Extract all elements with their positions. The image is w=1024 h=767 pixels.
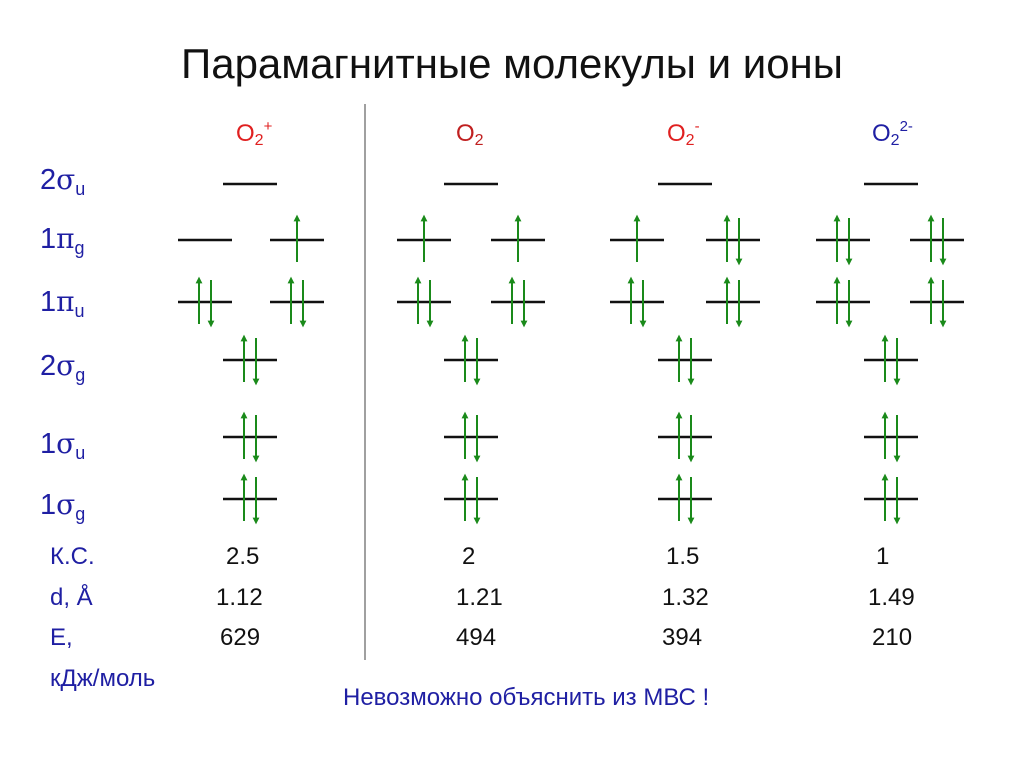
species-header-o2-anion: O2- <box>667 118 700 149</box>
orbital-label-1sigma-u: 1σu <box>40 427 86 463</box>
energy-value: 210 <box>872 624 913 651</box>
bond-order-value: 1 <box>876 543 890 570</box>
bond-order-value: 1.5 <box>666 543 700 570</box>
distance-label: d, Å <box>50 584 93 611</box>
bond-order-value: 2 <box>462 543 476 570</box>
orbital-label-2sigma-g: 2σg <box>40 349 86 385</box>
orbital-label-1pi-g: 1πg <box>40 222 85 258</box>
distance-value: 1.12 <box>216 584 263 611</box>
orbital-label-2sigma-u: 2σu <box>40 163 86 199</box>
bond-order-label: К.С. <box>50 543 95 570</box>
energy-label: E, <box>50 624 73 651</box>
bond-order-value: 2.5 <box>226 543 260 570</box>
species-header-o2-dianion: O22- <box>872 118 913 149</box>
distance-value: 1.32 <box>662 584 709 611</box>
energy-unit-label: кДж/моль <box>50 665 156 692</box>
orbital-label-1pi-u: 1πu <box>40 285 85 321</box>
energy-value: 394 <box>662 624 703 651</box>
energy-value: 494 <box>456 624 497 651</box>
page-title: Парамагнитные молекулы и ионы <box>181 40 843 87</box>
distance-value: 1.21 <box>456 584 503 611</box>
footer-note: Невозможно объяснить из МВС ! <box>343 684 710 711</box>
species-header-o2-cation: O2+ <box>236 118 273 149</box>
energy-value: 629 <box>220 624 261 651</box>
distance-value: 1.49 <box>868 584 915 611</box>
species-header-o2: O2 <box>456 120 484 149</box>
orbital-label-1sigma-g: 1σg <box>40 488 86 524</box>
